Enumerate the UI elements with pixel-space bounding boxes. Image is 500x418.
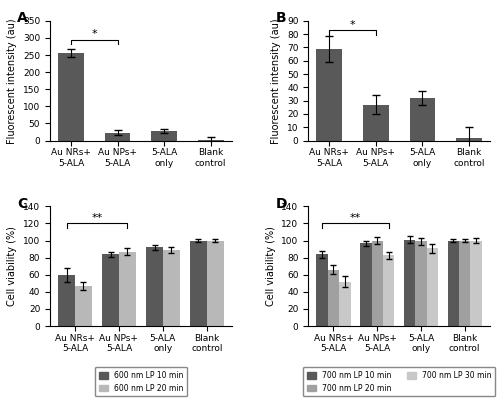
Bar <box>363 104 388 140</box>
Bar <box>383 255 394 326</box>
Y-axis label: Fluorescent intensity (au): Fluorescent intensity (au) <box>8 18 18 143</box>
Text: **: ** <box>350 213 361 223</box>
Bar <box>360 243 372 326</box>
Bar <box>459 241 470 326</box>
Bar <box>58 54 84 140</box>
Bar <box>105 133 130 140</box>
Bar <box>448 241 459 326</box>
Bar <box>426 248 438 326</box>
Y-axis label: Cell viability (%): Cell viability (%) <box>8 226 18 306</box>
Text: *: * <box>350 20 356 30</box>
Bar <box>58 275 75 326</box>
Bar <box>339 282 350 326</box>
Bar <box>372 241 383 326</box>
Text: D: D <box>276 197 287 211</box>
Text: B: B <box>276 11 286 25</box>
Text: **: ** <box>92 213 102 223</box>
Bar <box>470 241 482 326</box>
Text: *: * <box>92 29 97 39</box>
Bar <box>102 254 119 326</box>
Bar <box>416 242 426 326</box>
Bar <box>190 241 207 326</box>
Bar <box>207 241 224 326</box>
Bar <box>119 252 136 326</box>
Bar <box>328 270 339 326</box>
Bar <box>316 254 328 326</box>
Bar <box>316 49 342 140</box>
Bar <box>163 250 180 326</box>
Text: A: A <box>18 11 28 25</box>
Text: C: C <box>18 197 28 211</box>
Legend: 600 nm LP 10 min, 600 nm LP 20 min: 600 nm LP 10 min, 600 nm LP 20 min <box>95 367 187 396</box>
Bar <box>456 138 481 140</box>
Bar <box>404 240 415 326</box>
Bar <box>75 286 92 326</box>
Bar <box>410 98 435 140</box>
Bar <box>146 247 163 326</box>
Y-axis label: Fluorescent intensity (au): Fluorescent intensity (au) <box>272 18 281 143</box>
Bar <box>152 131 177 140</box>
Legend: 700 nm LP 10 min, 700 nm LP 20 min, 700 nm LP 30 min: 700 nm LP 10 min, 700 nm LP 20 min, 700 … <box>303 367 496 396</box>
Y-axis label: Cell viability (%): Cell viability (%) <box>266 226 276 306</box>
